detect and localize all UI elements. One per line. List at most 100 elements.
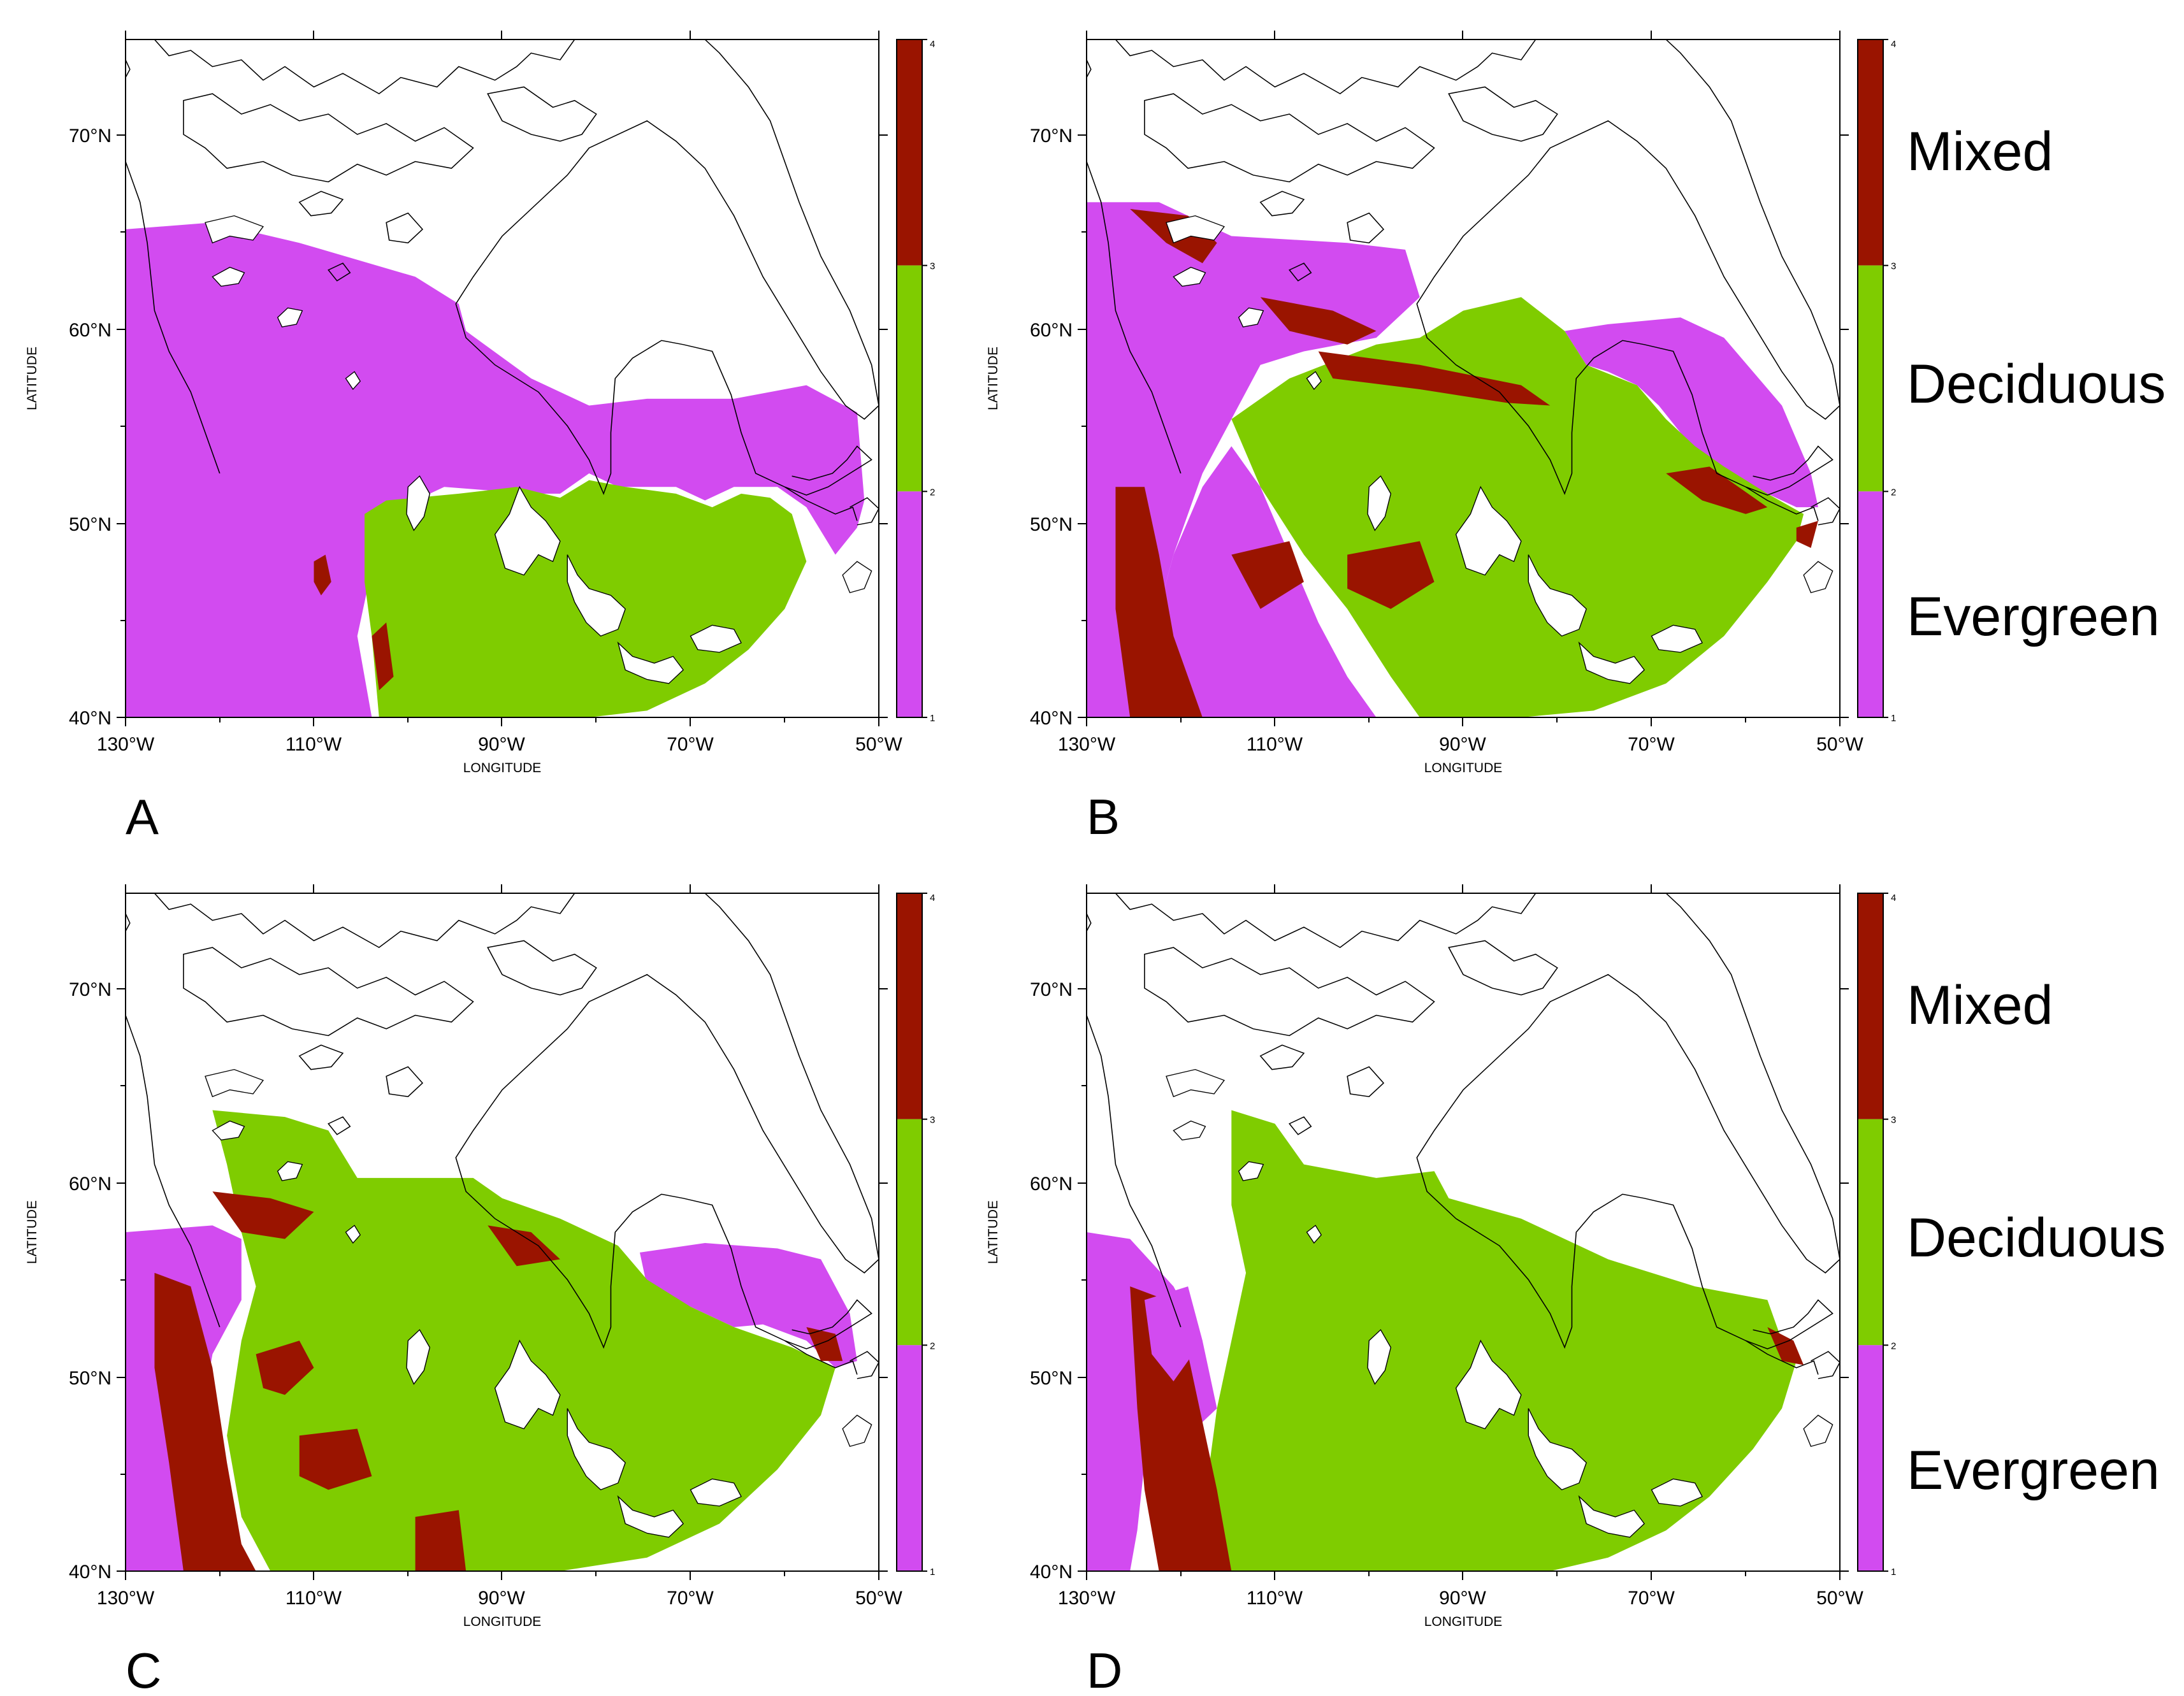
y-axis-title: LATITUDE [986, 1200, 1001, 1264]
x-axis-title: LONGITUDE [463, 761, 542, 775]
evergreen-patch [1144, 1286, 1203, 1382]
map-area [1087, 40, 1840, 717]
colorbar-tick-label: 1 [1891, 713, 1896, 724]
lat-tick-label: 70°N [1030, 126, 1073, 147]
map-area [126, 893, 879, 1571]
lon-tick-label: 70°W [667, 734, 714, 755]
legend-label-evergreen: Evergreen [1907, 1440, 2160, 1501]
colorbar-evergreen [897, 1345, 922, 1571]
lon-tick-label: 50°W [855, 734, 902, 755]
lat-tick-label: 60°N [1030, 320, 1073, 341]
legend-label-mixed: Mixed [1907, 121, 2053, 182]
lon-tick-label: 130°W [97, 1588, 155, 1609]
colorbar-tick-label: 3 [930, 261, 935, 272]
lat-tick-label: 50°N [1030, 514, 1073, 535]
colorbar-tick-label: 4 [1891, 893, 1896, 903]
colorbar-tick-label: 2 [1891, 1340, 1896, 1351]
lon-tick-label: 90°W [1439, 734, 1486, 755]
panel-letter: C [126, 1642, 161, 1696]
legend-label-evergreen: Evergreen [1907, 586, 2160, 647]
forest-cover [126, 1110, 857, 1571]
colorbar-evergreen [897, 491, 922, 717]
colorbar-mixed [897, 893, 922, 1119]
lat-tick-label: 70°N [69, 126, 112, 147]
legend-label-mixed: Mixed [1907, 975, 2053, 1036]
evergreen-region [126, 222, 865, 717]
colorbar-tick-label: 1 [930, 713, 935, 724]
colorbar-tick-label: 2 [930, 487, 935, 498]
colorbar-tick-label: 3 [1891, 261, 1896, 272]
lat-tick-label: 70°N [1030, 979, 1073, 1000]
deciduous-region [1231, 297, 1804, 717]
map-panel-d: 40°N 50°N 60°N 70°N 130°W 110°W 90°W 70°W 50°W LO… [986, 884, 2166, 1696]
lon-tick-label: 110°W [286, 1588, 342, 1609]
colorbar-mixed [897, 40, 922, 266]
lat-tick-label: 40°N [69, 708, 112, 729]
x-axis-title: LONGITUDE [1424, 1614, 1503, 1629]
colorbar-frame [1857, 39, 1884, 718]
lon-tick-label: 110°W [1247, 734, 1303, 755]
lon-tick-label: 130°W [1058, 734, 1116, 755]
lat-tick-label: 40°N [1030, 1562, 1073, 1583]
panel-letter: B [1087, 789, 1120, 845]
colorbar-tick-label: 4 [930, 39, 935, 50]
colorbar-frame [1857, 893, 1884, 1572]
colorbar-deciduous [1858, 265, 1883, 492]
lat-tick-label: 60°N [69, 1174, 112, 1195]
colorbar-evergreen [1858, 1345, 1883, 1571]
x-axis-title: LONGITUDE [1424, 761, 1503, 775]
colorbar-tick-label: 1 [930, 1567, 935, 1577]
lat-tick-label: 50°N [1030, 1368, 1073, 1389]
forest-cover [1087, 1110, 1804, 1571]
colorbar-tick-label: 3 [930, 1115, 935, 1126]
mixed-region [1130, 1286, 1804, 1571]
lat-tick-label: 50°N [69, 514, 112, 535]
map-panel-b: 40°N 50°N 60°N 70°N 130°W 110°W 90°W 70°W 50°W LO… [986, 31, 2166, 845]
map-area [1087, 893, 1840, 1571]
deciduous-region [212, 1110, 835, 1571]
panel-letter: D [1087, 1642, 1122, 1696]
colorbar-deciduous [1858, 1119, 1883, 1346]
lon-tick-label: 70°W [1628, 1588, 1675, 1609]
lat-tick-label: 60°N [1030, 1174, 1073, 1195]
colorbar-tick-label: 1 [1891, 1567, 1896, 1577]
y-axis-title: LATITUDE [25, 347, 40, 410]
lon-tick-label: 90°W [478, 734, 525, 755]
lat-tick-label: 40°N [1030, 708, 1073, 729]
y-axis-title: LATITUDE [986, 347, 1001, 410]
legend-label-deciduous: Deciduous [1907, 354, 2166, 415]
x-axis-title: LONGITUDE [463, 1614, 542, 1629]
lon-tick-label: 70°W [1628, 734, 1675, 755]
lon-tick-label: 50°W [855, 1588, 902, 1609]
lat-tick-label: 70°N [69, 979, 112, 1000]
colorbar: 1 2 3 4 [896, 39, 935, 724]
map-area [126, 40, 879, 717]
lat-tick-label: 40°N [69, 1562, 112, 1583]
colorbar-tick-label: 4 [1891, 39, 1896, 50]
colorbar: 1 2 3 4 [896, 893, 935, 1577]
deciduous-region [1202, 1110, 1797, 1571]
colorbar-tick-label: 2 [930, 1340, 935, 1351]
colorbar-mixed [1858, 40, 1883, 266]
lon-tick-label: 110°W [1247, 1588, 1303, 1609]
colorbar-tick-label: 3 [1891, 1115, 1896, 1126]
map-panel-c: 40°N 50°N 60°N 70°N 130°W 110°W 90°W 70°W 50°W LO… [25, 884, 935, 1696]
evergreen-region-east [1565, 317, 1818, 508]
colorbar-deciduous [897, 265, 922, 492]
colorbar-mixed [1858, 893, 1883, 1119]
lon-tick-label: 130°W [97, 734, 155, 755]
legend-label-deciduous: Deciduous [1907, 1207, 2166, 1268]
lon-tick-label: 50°W [1816, 1588, 1863, 1609]
panels-root: 40°N 50°N 60°N 70°N 130°W 110°W 90°W 70°W 50°W LO… [25, 31, 2166, 1696]
colorbar-tick-label: 4 [930, 893, 935, 903]
lon-tick-label: 90°W [1439, 1588, 1486, 1609]
colorbar-tick-label: 2 [1891, 487, 1896, 498]
colorbar: 1 2 3 4 [1857, 893, 1896, 1577]
lat-tick-label: 50°N [69, 1368, 112, 1389]
lon-tick-label: 70°W [667, 1588, 714, 1609]
lon-tick-label: 50°W [1816, 734, 1863, 755]
lat-tick-label: 60°N [69, 320, 112, 341]
mixed-region [314, 554, 394, 691]
map-panel-a: 40°N 50°N 60°N 70°N 130°W 110°W 90°W 70°W 50°W LO… [25, 31, 935, 845]
colorbar-frame [896, 39, 923, 718]
